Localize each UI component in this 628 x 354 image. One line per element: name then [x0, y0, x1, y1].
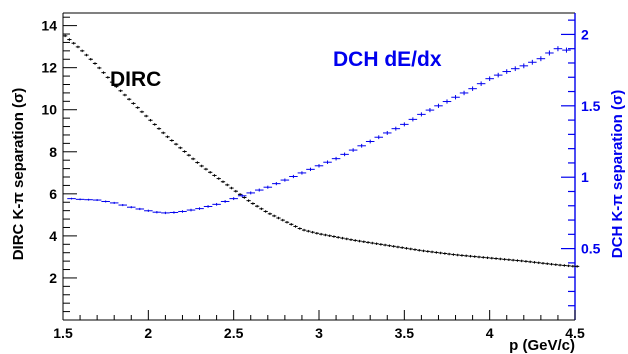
x-tick-label: 4.5 — [565, 325, 585, 341]
series-label-dch: DCH dE/dx — [333, 48, 442, 71]
y-left-tick-label: 2 — [49, 270, 57, 286]
y-right-tick-label: 2 — [581, 26, 589, 42]
y-left-tick-label: 8 — [49, 144, 57, 160]
y-left-tick-label: 10 — [41, 102, 57, 118]
series-dirc — [63, 34, 580, 268]
y-right-tick-label: 1.5 — [581, 98, 601, 114]
x-tick-label: 3.5 — [395, 325, 415, 341]
right-axis-title: DCH K-π separation (σ) — [609, 90, 626, 258]
series-dch — [67, 46, 571, 215]
x-tick-label: 1.5 — [53, 325, 73, 341]
left-axis-title: DIRC K-π separation (σ) — [10, 88, 27, 261]
y-right-tick-label: 0.5 — [581, 241, 601, 257]
x-tick-label: 2.5 — [224, 325, 244, 341]
ticks-layer: 1.5 2 2.5 3 3.5 4 4.5 2 4 6 8 10 12 14 0.5 1 1.5 2 — [41, 16, 601, 341]
y-left-tick-label: 4 — [49, 228, 57, 244]
y-right-tick-label: 1 — [581, 169, 589, 185]
series-layer — [63, 34, 580, 268]
series-label-dirc: DIRC — [110, 68, 161, 91]
x-tick-label: 4 — [486, 325, 494, 341]
y-left-tick-label: 12 — [41, 60, 57, 76]
y-left-tick-label: 6 — [49, 186, 57, 202]
x-tick-label: 2 — [144, 325, 152, 341]
x-axis-title: p (GeV/c) — [509, 337, 575, 354]
x-tick-label: 3 — [315, 325, 323, 341]
y-left-tick-label: 14 — [41, 18, 57, 34]
